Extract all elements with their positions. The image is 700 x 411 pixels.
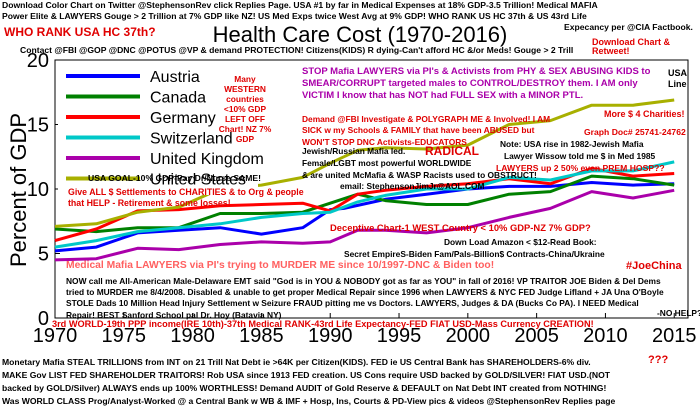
- series-line-united-states: [54, 98, 675, 228]
- jewish-russian-note: Jewish/Russian Mafia led.: [302, 146, 406, 156]
- chart-title: Health Care Cost (1970-2016): [213, 22, 508, 47]
- joechina-tag: #JoeChina: [626, 260, 682, 272]
- x-tick-label: 2005: [514, 325, 559, 347]
- y-tick-label: 10: [27, 179, 49, 201]
- give-all-note: Give ALL $ Settlements to CHARITIES & to…: [68, 187, 304, 209]
- third-world-note: 3rd WORLD-19th PPP income(IRE 10th)-37th…: [52, 319, 594, 329]
- y-tick-label: 15: [27, 115, 49, 137]
- x-tick-label: 1990: [308, 325, 353, 347]
- legend-box: [58, 63, 258, 195]
- many-western-note: Many WESTERN countries <10% GDP LEFT OFF…: [218, 74, 272, 145]
- x-tick-label: 1995: [377, 325, 422, 347]
- no-help-note: -NO HELP?: [657, 308, 700, 318]
- x-tick-label: 1985: [239, 325, 284, 347]
- header-line-1: Download Color Chart on Twitter @Stephen…: [2, 0, 598, 10]
- series-lines: [54, 98, 675, 262]
- x-tick-label: 1970: [33, 325, 78, 347]
- series-line-switzerland: [54, 160, 675, 249]
- download-chart-note: Download Chart & Retweet!: [592, 37, 670, 56]
- y-tick-label: 20: [27, 50, 49, 72]
- stop-mafia-note: STOP Mafia LAWYERS via PI's & Activists …: [302, 66, 651, 101]
- legend-label: United States: [150, 172, 246, 189]
- x-tick-label: 1980: [170, 325, 215, 347]
- mcmafia-note: & are united McMafia & WASP Racists used…: [302, 170, 537, 180]
- who-rank-note: WHO RANK USA HC 37th?: [4, 25, 156, 39]
- x-tick-label: 2000: [446, 325, 491, 347]
- deceptive-chart-note: Deceptive Chart-1 WEST Country < 10% GDP…: [330, 222, 591, 233]
- graph-doc-note: Graph Doc# 25741-24762: [584, 127, 686, 137]
- usa-goal-note: USA GOAL-10% GDP-Pay Dr/Nurse SAME!: [88, 173, 262, 183]
- y-tick-label: 0: [38, 308, 49, 330]
- demand-fbi-note: Demand @FBI Investigate & POLYGRAPH ME &…: [302, 114, 551, 147]
- x-tick-label: 2010: [583, 325, 628, 347]
- murder-me-note: Medical Mafia LAWYERS via PI's trying to…: [66, 260, 495, 271]
- legend-label: Germany: [150, 110, 216, 127]
- chart-axes: 0 5 10 15 20 1970 1975 1980 1985 1990 1995 2000 2005…: [27, 50, 697, 347]
- now-call-paragraph: NOW call me All-American Male-Delaware E…: [66, 276, 664, 320]
- footer-line-2: MAKE Gov LIST FED SHAREHOLDER TRAITORS! …: [2, 370, 611, 380]
- legend-label: Austria: [150, 69, 200, 86]
- header-line-2: Power Elite & LAWYERS Gouge > 2 Trillion…: [2, 11, 587, 21]
- note-rise: Note: USA rise in 1982-Jewish Mafia: [500, 139, 644, 149]
- x-tick-label: 2015: [652, 325, 697, 347]
- secret-empires-note: Secret EmpireS-Biden Fam/Pals-Billion$ C…: [344, 249, 605, 259]
- y-tick-label: 5: [38, 244, 49, 266]
- footer-line-4: Was WORLD CLASS Prog/Analyst-Worked @ a …: [2, 396, 616, 406]
- legend-label: United Kingdom: [150, 151, 264, 168]
- usa-line-label: USA Line: [668, 68, 687, 89]
- radical-note: RADICAL: [425, 144, 479, 158]
- contact-line: Contact @FBI @GOP @DNC @POTUS @VP & dema…: [20, 45, 574, 55]
- legend-label: Canada: [150, 90, 206, 107]
- life-expectancy-note: Expecancy per @CIA Factbook.: [564, 22, 693, 32]
- lawyer-wissow-note: Lawyer Wissow told me $ in Med 1985: [504, 151, 656, 161]
- female-lgbt-note: Female/LGBT most powerful WORLDWIDE: [302, 158, 472, 168]
- series-line-united-kingdom: [54, 188, 675, 262]
- x-tick-label: 1975: [102, 325, 147, 347]
- question-marks: ???: [648, 354, 669, 366]
- email-note: email: StephensonJimJr@AOL.COM: [340, 181, 485, 191]
- y-axis-label: Percent of GDP: [6, 113, 31, 267]
- lawyers-up-note: LAWYERS up 2 50% even PREM HOSP??: [496, 163, 665, 173]
- more-charities-note: More $ 4 Charities!: [604, 109, 685, 119]
- footer-line-1: Monetary Mafia STEAL TRILLIONS from INT …: [2, 357, 591, 367]
- footer-line-3: backed by GOLD/Silver) ALWAYS ends up 10…: [2, 383, 607, 393]
- download-amazon-note: Down Load Amazon < $12-Read Book:: [444, 237, 597, 247]
- chart-legend: Austria Canada Germany Switzerland United Ki…: [58, 63, 264, 195]
- legend-label: Switzerland: [150, 131, 233, 148]
